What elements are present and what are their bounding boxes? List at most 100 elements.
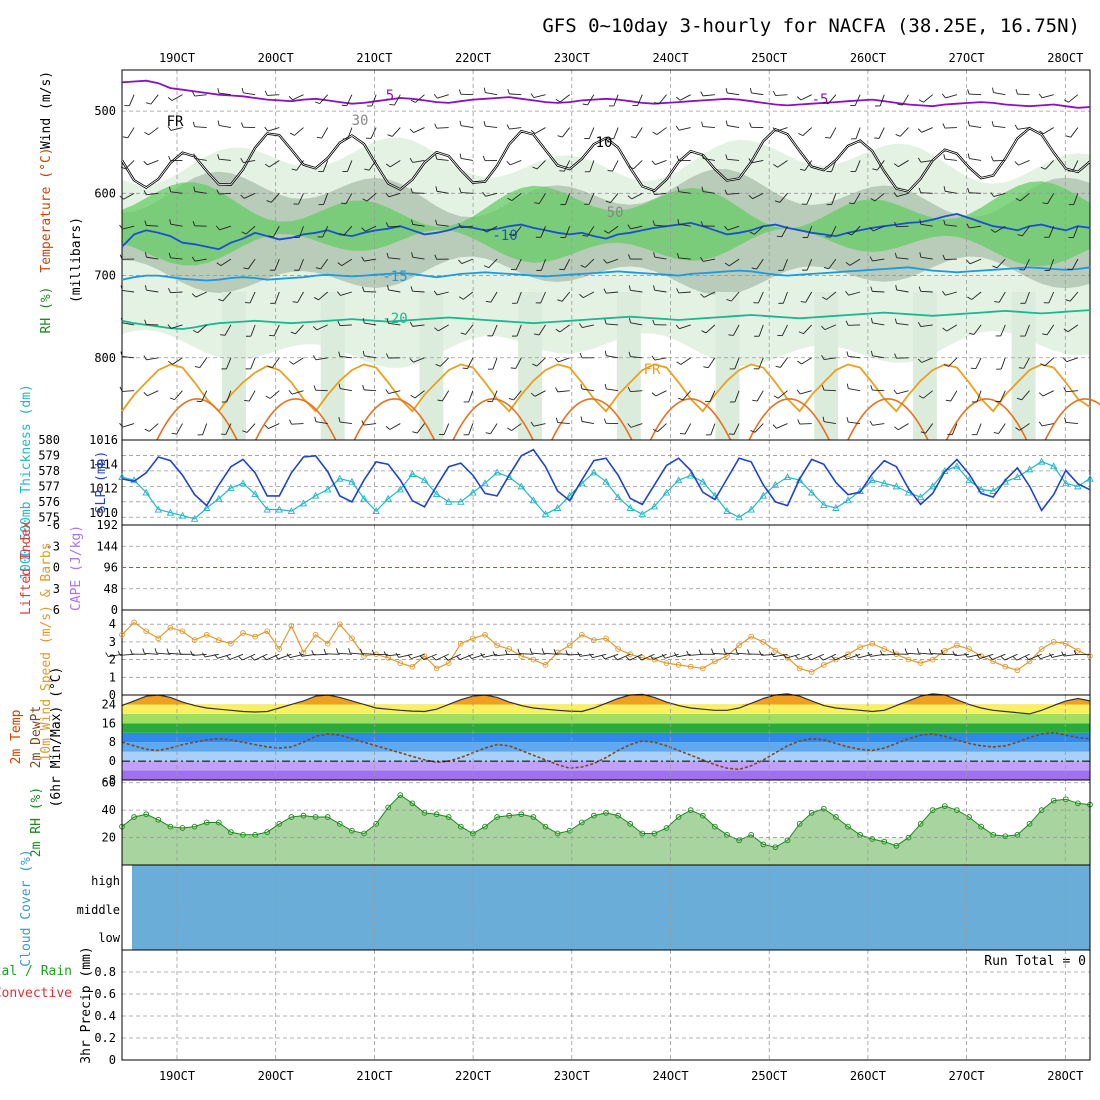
wind-barb xyxy=(122,390,135,392)
wind-barb-flag xyxy=(966,259,971,265)
wind-barb-flag xyxy=(143,160,148,166)
wind-barb xyxy=(322,160,329,172)
wind-barb xyxy=(610,193,619,203)
wind-barb xyxy=(415,94,425,103)
wind-barb xyxy=(412,223,425,227)
wind-barb xyxy=(684,423,692,435)
thickness-point xyxy=(820,500,828,508)
wind-barb-flag xyxy=(407,654,412,659)
wind-barb-flag xyxy=(144,220,147,226)
thickness-point xyxy=(372,507,380,515)
wind-barb xyxy=(565,193,571,205)
wind-barb-flag xyxy=(217,154,220,160)
wind-barb-flag xyxy=(992,87,994,93)
wind-barb-flag xyxy=(434,123,438,129)
rh-point xyxy=(131,814,137,820)
wind-barb-flag xyxy=(323,648,327,654)
wind-barb xyxy=(170,191,183,194)
wind-barb-flag xyxy=(193,186,196,192)
wind-barb-flag xyxy=(214,654,218,659)
wind-barb-flag xyxy=(686,650,690,656)
wind-barb xyxy=(486,225,498,233)
wind-barb xyxy=(388,390,401,395)
wind-barb-flag xyxy=(654,102,660,105)
wind-barb xyxy=(806,193,813,205)
wind-barb-flag xyxy=(483,87,486,93)
ylabel-3hr-precip: 3hr Precip (mm) xyxy=(79,946,94,1063)
wind-barb xyxy=(226,390,232,403)
wind-barb xyxy=(781,226,788,237)
wind-barb xyxy=(146,192,159,196)
rh-point xyxy=(336,821,343,827)
wind-barb xyxy=(492,324,498,337)
wind-barb-flag xyxy=(312,355,317,361)
temp-contour-25 xyxy=(945,398,1028,441)
wind-barb-flag xyxy=(286,653,291,658)
wind-barb-flag xyxy=(337,320,341,326)
wind-barb xyxy=(678,257,691,260)
wind-barb-flag xyxy=(316,136,322,139)
wind-barb xyxy=(340,291,353,296)
run-total-label: Run Total = 0 xyxy=(984,954,1086,969)
wind-barb xyxy=(902,94,909,106)
wind-barb xyxy=(827,94,837,105)
thickness-point xyxy=(783,473,792,481)
wind-barb-flag xyxy=(652,319,655,325)
wind-barb-flag xyxy=(872,168,878,171)
wind-barb xyxy=(1073,193,1079,205)
wind-barb-flag xyxy=(289,132,295,136)
temp-contour-25 xyxy=(551,398,633,441)
temp-color-band xyxy=(122,713,1090,724)
thickness-point xyxy=(457,497,465,505)
wind-barb xyxy=(786,653,800,659)
thickness-point xyxy=(481,479,489,487)
thickness-point xyxy=(904,488,913,496)
rh-tick-label: 20 xyxy=(102,831,116,845)
temp-tick-label: 24 xyxy=(102,697,116,711)
wind-barb xyxy=(948,357,958,367)
wind-barb-flag xyxy=(629,317,631,323)
wind-barb-flag xyxy=(361,420,365,426)
wind-barb xyxy=(388,257,401,260)
rh-point xyxy=(179,825,186,831)
wind-barb-flag xyxy=(437,399,443,402)
wind-barb xyxy=(678,223,691,227)
wind-barb xyxy=(679,94,691,101)
wind-barb xyxy=(848,388,861,392)
wind-barb-flag xyxy=(895,284,898,291)
wind-barb xyxy=(266,653,280,661)
wind-barb-flag xyxy=(143,355,147,361)
wind-barb-flag xyxy=(677,219,680,225)
wind-barb xyxy=(855,160,861,172)
wind-barb xyxy=(197,324,207,334)
rh-point xyxy=(1050,797,1057,804)
cape-tick-label: 48 xyxy=(104,582,118,596)
wind-barb-flag xyxy=(772,127,777,132)
wind-barb-flag xyxy=(990,156,994,162)
wind-barb-flag xyxy=(749,122,752,128)
wind-barb xyxy=(606,258,619,264)
top-tick-label: 24OCT xyxy=(652,51,688,65)
wind-barb xyxy=(148,127,159,136)
wind-barb-flag xyxy=(942,254,946,260)
wind-barb xyxy=(584,258,595,268)
wind-barb xyxy=(656,127,667,135)
wind-barb xyxy=(274,258,280,271)
ylabel-lifted-index: Lifted Index xyxy=(19,521,34,615)
wind-barb-flag xyxy=(506,124,510,130)
wind-barb xyxy=(727,158,740,161)
wind-barb xyxy=(993,125,1006,129)
wind-speed-point xyxy=(929,656,936,663)
wind-speed-point xyxy=(796,665,803,672)
wind-barb xyxy=(296,160,304,171)
wind-barb-flag xyxy=(679,433,686,435)
wind-barb-flag xyxy=(870,286,873,292)
wind-barb-flag xyxy=(603,288,607,294)
wind-barb xyxy=(563,160,571,172)
wind-barb-flag xyxy=(992,265,998,269)
wind-barb-flag xyxy=(435,363,441,367)
wind-barb-flag xyxy=(796,96,802,101)
thickness-point xyxy=(844,496,852,504)
wind-barb-flag xyxy=(604,383,607,390)
wind-barb xyxy=(918,652,933,655)
